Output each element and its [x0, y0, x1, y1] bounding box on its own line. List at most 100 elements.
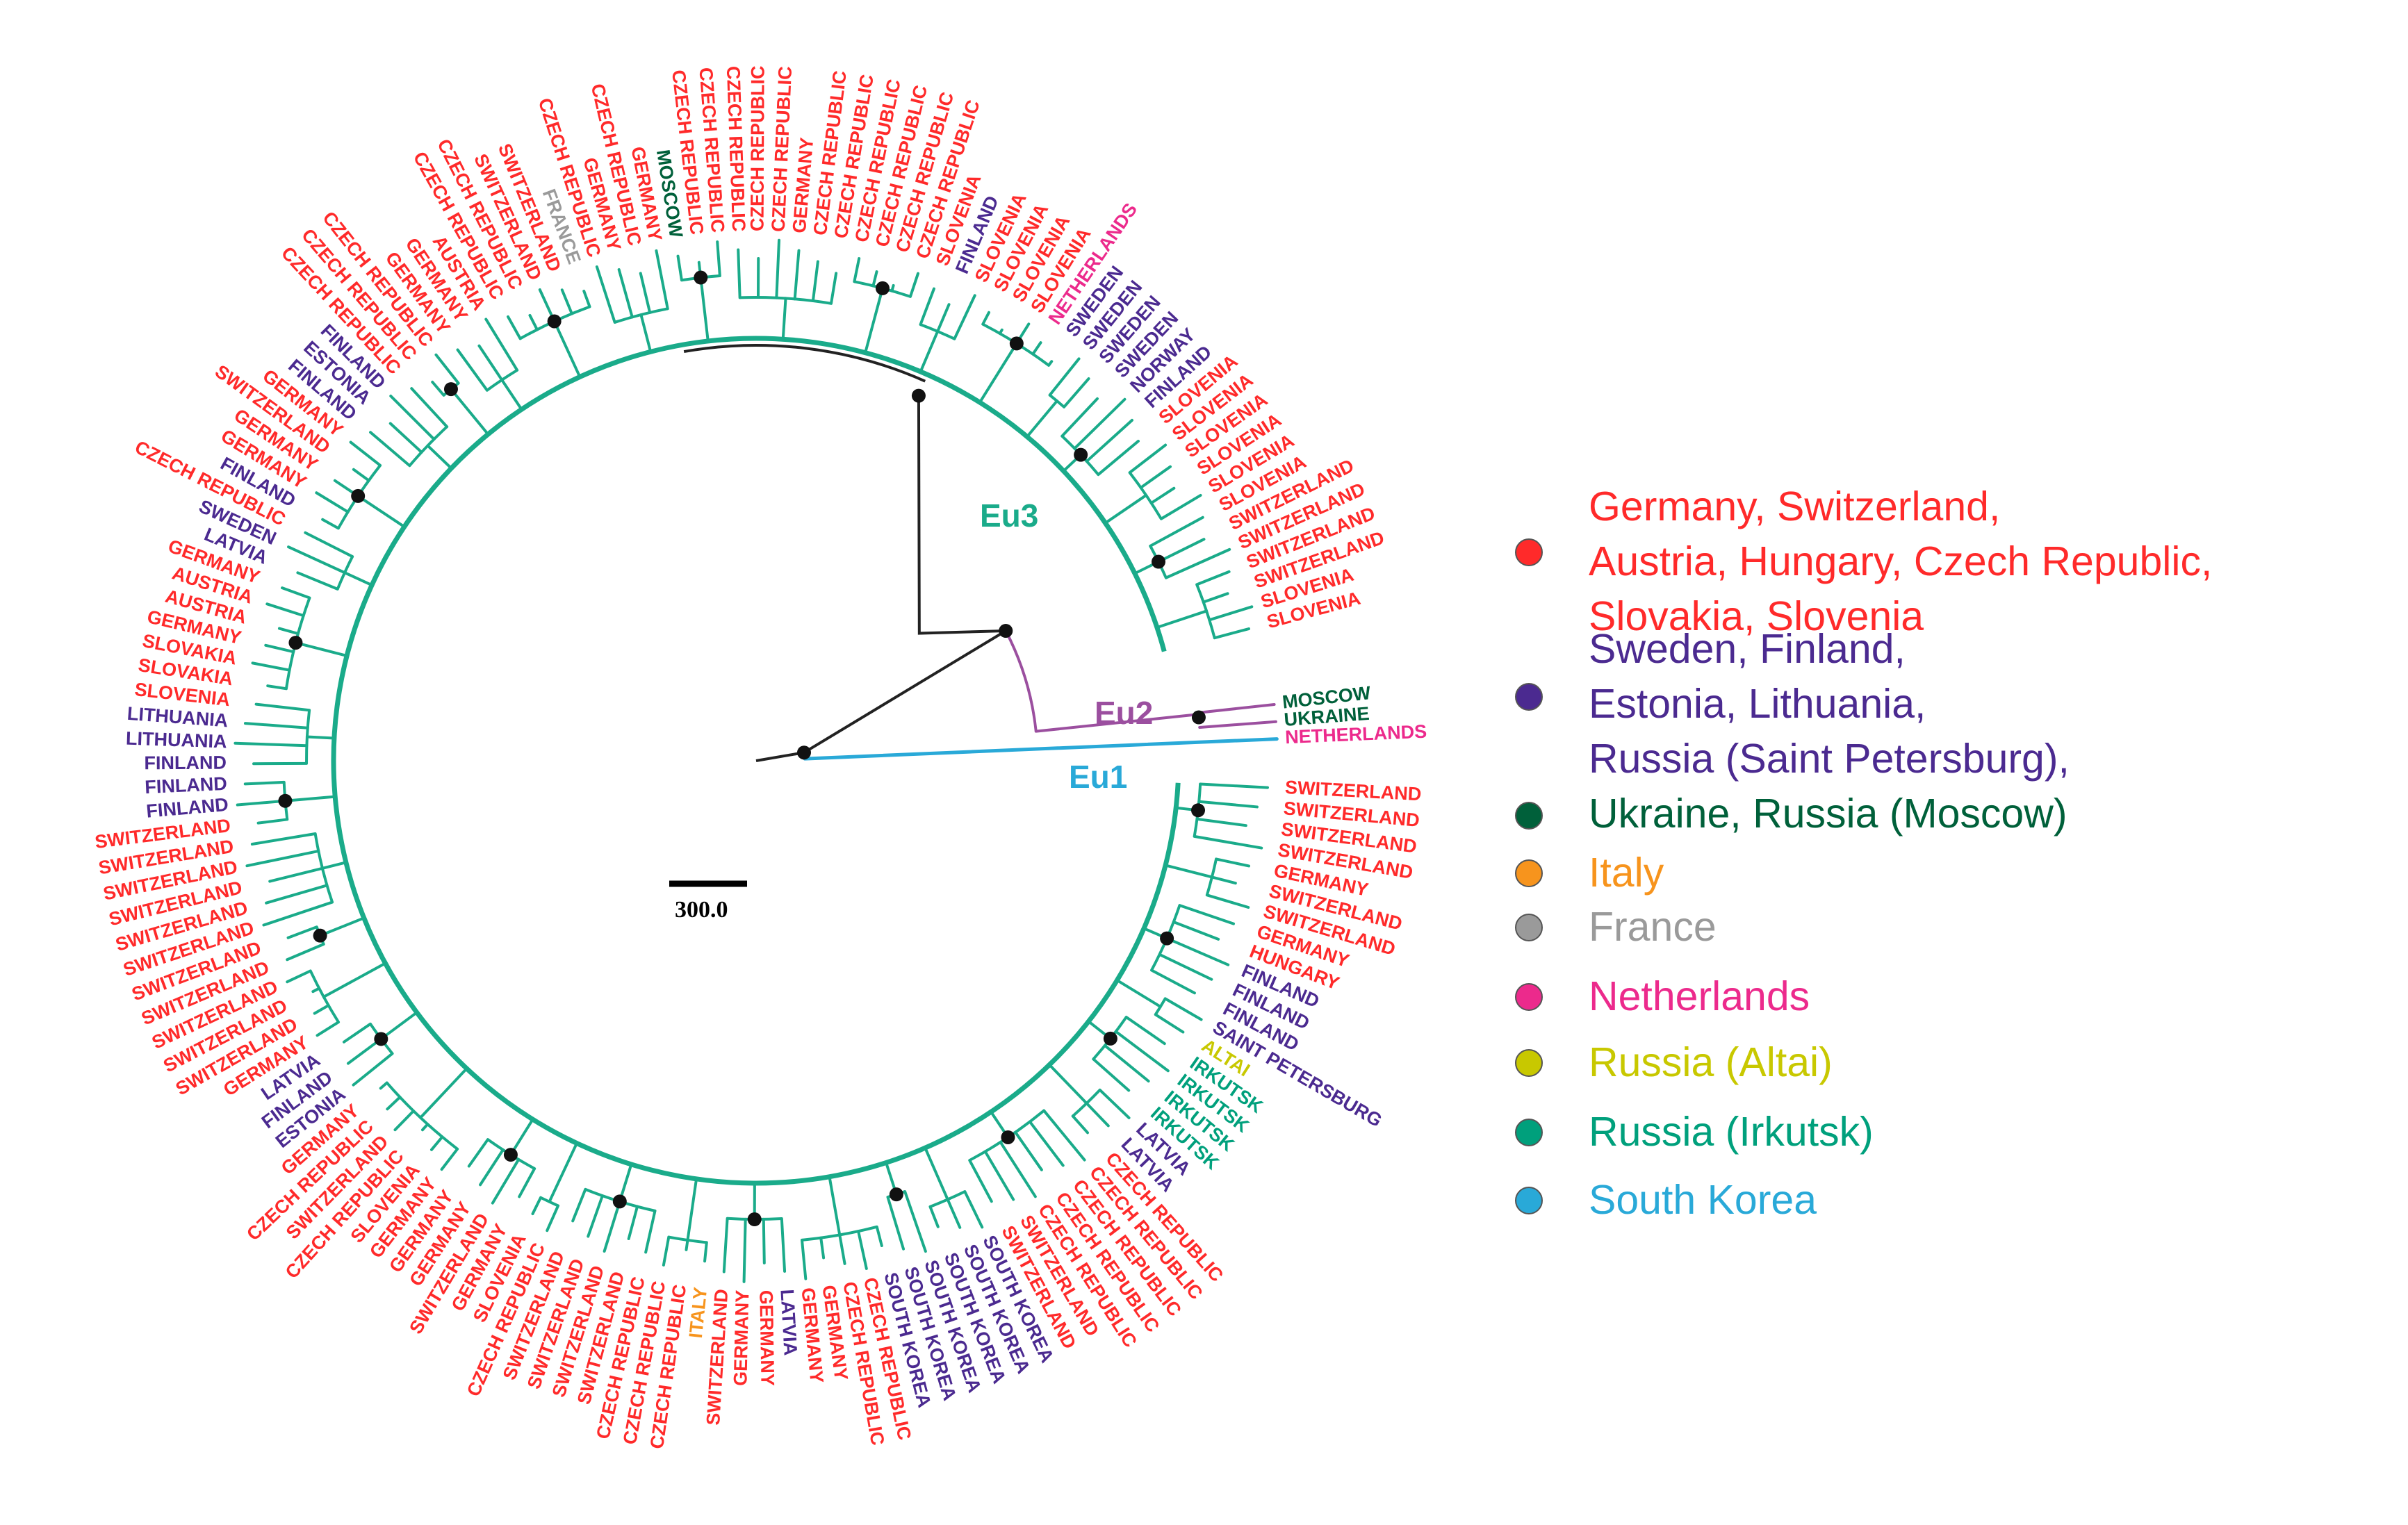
leaf-branch: [484, 318, 519, 372]
support-node: [796, 745, 811, 760]
clade-stem: [379, 1011, 418, 1041]
legend-label: Sweden, Finland, Estonia, Lithuania, Rus…: [1589, 626, 2070, 782]
leaf-branch: [999, 1141, 1037, 1198]
leaf-branch: [286, 942, 325, 962]
leaf-branch: [342, 1022, 372, 1044]
leaf-branch: [440, 1147, 459, 1171]
clade-stem: [419, 1066, 468, 1119]
leaf-branch: [983, 1150, 1015, 1201]
clade-stem: [449, 388, 490, 436]
clade-stem: [828, 1175, 842, 1237]
legend-item-altai: Russia (Altai): [1515, 1035, 1833, 1090]
leaf-branch: [1149, 516, 1204, 547]
leaf-branch: [234, 741, 309, 748]
leaf-branch: [287, 545, 346, 575]
leaf-branch: [829, 272, 838, 305]
clade-stem: [864, 286, 884, 354]
legend-circle-marker-icon: [1515, 683, 1543, 711]
support-node: [612, 1194, 627, 1209]
leaf-branch: [389, 394, 436, 441]
leaf-branch: [1031, 341, 1042, 356]
support-node: [889, 1187, 903, 1202]
clade-label-eu3: Eu3: [980, 497, 1038, 534]
leaf-branch: [1159, 493, 1202, 520]
leaf-branch: [1150, 968, 1196, 995]
leaf-branch: [1195, 570, 1231, 586]
legend-circle-marker-icon: [1515, 1119, 1543, 1146]
clade-stem: [426, 444, 453, 470]
leaf-branch: [871, 270, 878, 288]
support-node: [503, 1148, 518, 1162]
leaf-branch: [800, 1238, 808, 1280]
leaf-branch: [1208, 605, 1254, 622]
leaf-branch: [936, 303, 951, 333]
clade-stem: [294, 641, 349, 657]
legend-circle-marker-icon: [1515, 1049, 1543, 1077]
leaf-branch: [528, 313, 539, 331]
legend-circle-marker-icon: [1515, 1187, 1543, 1214]
leaf-label: FINLAND: [144, 752, 227, 774]
leaf-branch: [386, 1096, 402, 1111]
leaf-branch: [1098, 1088, 1131, 1119]
leaf-label: GERMANY: [730, 1289, 753, 1386]
clade-stem: [781, 297, 787, 341]
leaf-branch: [352, 468, 370, 482]
leaf-branch: [1154, 1013, 1185, 1034]
leaf-branch: [1014, 1130, 1043, 1171]
leaf-branch: [352, 1052, 394, 1087]
leaf-branch: [946, 1198, 962, 1229]
leaf-branch: [265, 602, 305, 618]
leaf-branch: [603, 1200, 621, 1253]
leaf-branch: [507, 315, 522, 340]
clade-label-eu1: Eu1: [1069, 759, 1127, 795]
leaf-branch: [236, 799, 287, 807]
support-node: [1001, 1130, 1015, 1144]
support-node: [1074, 447, 1088, 462]
leaf-branch: [780, 1217, 787, 1273]
leaf-branch: [1042, 1109, 1086, 1162]
leaf-label: FINLAND: [145, 773, 228, 798]
leaf-label: GERMANY: [755, 1290, 778, 1386]
legend-item-north-east: Sweden, Finland, Estonia, Lithuania, Rus…: [1515, 622, 2070, 786]
leaf-branch: [819, 1236, 826, 1260]
leaf-branch: [264, 643, 295, 654]
leaf-branch: [968, 1159, 993, 1203]
leaf-branch: [316, 1021, 341, 1037]
legend-circle-marker-icon: [1515, 983, 1543, 1011]
leaf-branch: [655, 249, 669, 311]
support-node: [747, 1212, 762, 1226]
tree-nodes: [278, 270, 1206, 1226]
leaf-branch: [1195, 817, 1247, 827]
leaf-branch: [1178, 904, 1236, 925]
leaf-branch: [254, 702, 311, 712]
clade-stem: [284, 795, 337, 802]
support-node: [1152, 554, 1166, 569]
support-node: [278, 793, 293, 808]
legend-circle-marker-icon: [1515, 802, 1543, 830]
leaf-branch: [1193, 834, 1263, 850]
support-node: [351, 488, 366, 503]
leaf-branch: [1215, 857, 1250, 868]
leaf-branch: [262, 900, 334, 927]
clade-stem: [1048, 1063, 1088, 1105]
leaf-branch: [1085, 1102, 1110, 1128]
support-node: [374, 1032, 388, 1046]
leaf-branch: [811, 260, 819, 303]
support-node: [288, 636, 303, 650]
leaf-branch: [393, 1110, 416, 1132]
legend-label: South Korea: [1589, 1177, 1817, 1223]
leaf-branch: [775, 238, 781, 299]
scale-bar: 300.0: [669, 880, 747, 923]
legend-label: France: [1589, 904, 1717, 950]
leaf-branch: [277, 627, 300, 636]
leaf-branch: [875, 1225, 883, 1247]
support-node: [911, 388, 926, 403]
clade-stem: [320, 861, 347, 870]
leaf-label: CZECH REPUBLIC: [747, 65, 769, 231]
leaf-branch: [1060, 397, 1099, 438]
legend-item-france: France: [1515, 900, 1717, 955]
leaf-branch: [1139, 465, 1172, 489]
legend-item-netherlands: Netherlands: [1515, 969, 1810, 1024]
clade-stem: [639, 313, 653, 354]
leaf-branch: [1163, 997, 1203, 1021]
